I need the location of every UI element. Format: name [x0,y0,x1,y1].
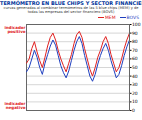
svg-text:10: 10 [132,99,138,104]
svg-text:80: 80 [132,39,138,44]
svg-text:30: 30 [132,82,138,87]
svg-text:indicadorpositivo: indicadorpositivo [4,25,25,34]
svg-text:50: 50 [132,65,138,70]
svg-text:40: 40 [132,73,138,78]
svg-text:90: 90 [132,30,138,35]
svg-text:70: 70 [132,48,138,53]
html-text:MEM: MEM [105,14,116,20]
html-text:BOVS: BOVS [126,14,139,20]
svg-text:60: 60 [132,56,138,61]
svg-text:20: 20 [132,91,138,96]
svg-text:100: 100 [132,22,141,27]
svg-text:indicadornegativo: indicadornegativo [4,100,25,109]
html-text:curvas generadas al combinar t: curvas generadas al combinar termómetros… [3,6,139,15]
svg-text:0: 0 [132,108,135,113]
